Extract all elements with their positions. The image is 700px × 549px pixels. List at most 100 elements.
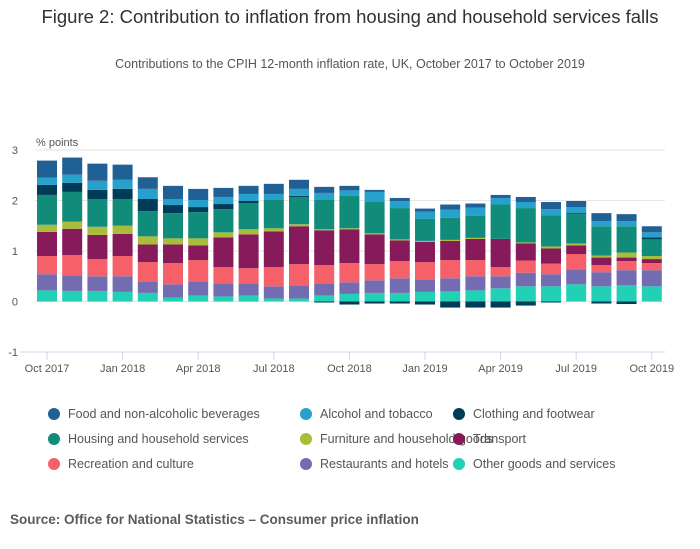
bar-segment-transport[interactable] <box>616 257 637 262</box>
bar-segment-other-goods-and-services[interactable] <box>440 291 461 302</box>
bar-segment-clothing-and-footwear[interactable] <box>163 205 183 214</box>
bar-segment-furniture-and-household-goods[interactable] <box>339 228 360 230</box>
bar-segment-clothing-and-footwear[interactable] <box>566 213 587 215</box>
bar-segment-alcohol-and-tobacco[interactable] <box>591 221 612 227</box>
bar-segment-recreation-and-culture[interactable] <box>641 263 662 271</box>
bar-segment-food-and-non-alcoholic-beverages[interactable] <box>37 160 57 178</box>
bar-segment-housing-and-household-services[interactable] <box>415 218 435 241</box>
bar-segment-alcohol-and-tobacco[interactable] <box>465 207 486 216</box>
bar-segment-restaurants-and-hotels[interactable] <box>289 285 309 299</box>
bar-segment-recreation-and-culture[interactable] <box>415 262 435 280</box>
bar-segment-recreation-and-culture[interactable] <box>541 263 561 275</box>
bar-segment-food-and-non-alcoholic-beverages[interactable] <box>490 194 511 198</box>
bar-segment-transport[interactable] <box>314 230 335 266</box>
legend-item[interactable]: Food and non-alcoholic beverages <box>48 407 260 421</box>
bar-segment-clothing-and-footwear[interactable] <box>62 182 83 192</box>
bar-segment-other-goods-and-services[interactable] <box>137 292 158 302</box>
bar-segment-recreation-and-culture[interactable] <box>515 260 536 273</box>
bar-segment-housing-and-household-services[interactable] <box>163 213 183 239</box>
bar-segment-other-goods-and-services[interactable] <box>112 291 133 302</box>
bar-segment-food-and-non-alcoholic-beverages[interactable] <box>591 213 612 222</box>
legend-item[interactable]: Clothing and footwear <box>453 407 595 421</box>
bar-segment-housing-and-household-services[interactable] <box>465 215 486 238</box>
bar-segment-furniture-and-household-goods[interactable] <box>641 256 662 260</box>
bar-segment-housing-and-household-services[interactable] <box>289 196 309 225</box>
bar-segment-housing-and-household-services[interactable] <box>440 217 461 240</box>
bar-segment-housing-and-household-services[interactable] <box>591 226 612 256</box>
bar-segment-other-goods-and-services[interactable] <box>566 284 587 302</box>
bar-segment-restaurants-and-hotels[interactable] <box>515 272 536 287</box>
bar-segment-housing-and-household-services[interactable] <box>515 208 536 243</box>
bar-segment-other-goods-and-services[interactable] <box>364 292 385 302</box>
bar-segment-transport[interactable] <box>238 234 259 269</box>
bar-segment-restaurants-and-hotels[interactable] <box>641 270 662 287</box>
bar-segment-alcohol-and-tobacco[interactable] <box>112 179 133 189</box>
bar-segment-food-and-non-alcoholic-beverages[interactable] <box>137 177 158 189</box>
bar-segment-other-goods-and-services[interactable] <box>515 286 536 302</box>
bar-segment-housing-and-household-services[interactable] <box>389 208 410 240</box>
bar-segment-other-goods-and-services[interactable] <box>163 297 183 302</box>
bar-segment-food-and-non-alcoholic-beverages[interactable] <box>415 208 435 212</box>
bar-segment-recreation-and-culture[interactable] <box>213 267 234 284</box>
bar-segment-housing-and-household-services[interactable] <box>566 214 587 244</box>
bar-segment-recreation-and-culture[interactable] <box>289 264 309 286</box>
bar-segment-transport[interactable] <box>364 234 385 265</box>
bar-segment-furniture-and-household-goods[interactable] <box>263 228 284 232</box>
bar-segment-restaurants-and-hotels[interactable] <box>465 276 486 291</box>
bar-segment-recreation-and-culture[interactable] <box>238 268 259 284</box>
bar-segment-restaurants-and-hotels[interactable] <box>188 281 209 296</box>
bar-segment-clothing-and-footwear[interactable] <box>641 237 662 240</box>
bar-segment-recreation-and-culture[interactable] <box>389 261 410 279</box>
bar-segment-transport[interactable] <box>641 259 662 264</box>
bar-segment-alcohol-and-tobacco[interactable] <box>289 188 309 196</box>
bar-segment-transport[interactable] <box>515 243 536 261</box>
bar-segment-food-and-non-alcoholic-beverages[interactable] <box>289 179 309 189</box>
bar-segment-alcohol-and-tobacco[interactable] <box>415 211 435 219</box>
bar-segment-other-goods-and-services[interactable] <box>541 286 561 302</box>
bar-segment-housing-and-household-services[interactable] <box>641 239 662 257</box>
bar-segment-alcohol-and-tobacco[interactable] <box>364 191 385 203</box>
bar-segment-transport[interactable] <box>289 226 309 265</box>
bar-segment-transport[interactable] <box>591 257 612 266</box>
bar-segment-furniture-and-household-goods[interactable] <box>213 232 234 238</box>
bar-segment-other-goods-and-services[interactable] <box>62 290 83 302</box>
bar-segment-alcohol-and-tobacco[interactable] <box>137 188 158 199</box>
bar-segment-transport[interactable] <box>37 231 57 257</box>
bar-segment-clothing-and-footwear[interactable] <box>87 189 108 199</box>
bar-segment-alcohol-and-tobacco[interactable] <box>62 174 83 183</box>
bar-segment-housing-and-household-services[interactable] <box>137 211 158 237</box>
bar-segment-restaurants-and-hotels[interactable] <box>591 272 612 287</box>
bar-segment-clothing-and-footwear[interactable] <box>314 301 335 303</box>
bar-segment-food-and-non-alcoholic-beverages[interactable] <box>339 185 360 191</box>
bar-segment-clothing-and-footwear[interactable] <box>415 301 435 305</box>
bar-segment-housing-and-household-services[interactable] <box>87 198 108 227</box>
bar-segment-other-goods-and-services[interactable] <box>87 290 108 302</box>
bar-segment-furniture-and-household-goods[interactable] <box>541 246 561 249</box>
bar-segment-alcohol-and-tobacco[interactable] <box>339 190 360 196</box>
bar-segment-other-goods-and-services[interactable] <box>289 298 309 302</box>
bar-segment-other-goods-and-services[interactable] <box>465 290 486 302</box>
bar-segment-recreation-and-culture[interactable] <box>112 256 133 277</box>
bar-segment-other-goods-and-services[interactable] <box>213 296 234 302</box>
bar-segment-furniture-and-household-goods[interactable] <box>515 242 536 244</box>
bar-segment-furniture-and-household-goods[interactable] <box>314 229 335 231</box>
bar-segment-food-and-non-alcoholic-beverages[interactable] <box>566 201 587 208</box>
bar-segment-transport[interactable] <box>415 241 435 263</box>
legend-item[interactable]: Housing and household services <box>48 432 249 446</box>
bar-segment-furniture-and-household-goods[interactable] <box>62 221 83 229</box>
bar-segment-housing-and-household-services[interactable] <box>112 198 133 226</box>
bar-segment-transport[interactable] <box>389 240 410 262</box>
bar-segment-food-and-non-alcoholic-beverages[interactable] <box>62 157 83 175</box>
bar-segment-recreation-and-culture[interactable] <box>263 267 284 287</box>
bar-segment-transport[interactable] <box>62 228 83 256</box>
bar-segment-alcohol-and-tobacco[interactable] <box>515 202 536 209</box>
bar-segment-furniture-and-household-goods[interactable] <box>415 240 435 242</box>
bar-segment-food-and-non-alcoholic-beverages[interactable] <box>87 163 108 181</box>
bar-segment-recreation-and-culture[interactable] <box>188 260 209 282</box>
bar-segment-other-goods-and-services[interactable] <box>616 285 637 302</box>
legend-item[interactable]: Furniture and household goods <box>300 432 493 446</box>
bar-segment-furniture-and-household-goods[interactable] <box>137 236 158 245</box>
bar-segment-furniture-and-household-goods[interactable] <box>566 243 587 246</box>
bar-segment-recreation-and-culture[interactable] <box>87 259 108 277</box>
bar-segment-restaurants-and-hotels[interactable] <box>616 270 637 286</box>
